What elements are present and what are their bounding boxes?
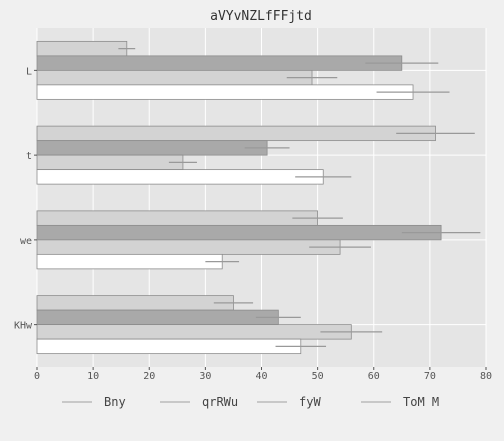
y-tick-label: KHw [14, 321, 33, 332]
legend-label: ToM M [403, 395, 439, 409]
x-tick-label: 10 [87, 371, 99, 382]
legend-label: Bny [104, 395, 126, 409]
bar-Bny-t [36, 125, 436, 142]
bar-fyW-t [36, 154, 184, 171]
bar-qrRWu-t [36, 140, 268, 156]
y-tick-label: we [20, 236, 32, 247]
bar-qrRWu-L [36, 55, 403, 71]
y-tick-labels: Lt we KHw [14, 66, 37, 332]
x-tick-label: 30 [199, 371, 211, 382]
bar-Bny-we [36, 210, 319, 226]
bar-ToM-M-t [36, 169, 324, 185]
bar-Bny-L [36, 40, 128, 57]
bar-fyW-we [36, 239, 341, 255]
x-tick-label: 70 [424, 371, 436, 382]
x-tick-label: 60 [368, 371, 380, 382]
bars [36, 40, 481, 355]
x-tick-label: 20 [143, 371, 155, 382]
y-tick-label: t [26, 151, 32, 162]
bar-ToM-M-L [36, 84, 414, 100]
bar-fyW-KHw [36, 324, 352, 340]
x-tick-label: 0 [34, 371, 40, 382]
bar-qrRWu-KHw [36, 309, 279, 326]
bar-fyW-L [36, 69, 313, 86]
bar-ToM-M-KHw [36, 338, 302, 355]
legend-label: qrRWu [202, 395, 238, 409]
y-tick-label: L [26, 66, 32, 77]
chart-title: aVYvNZLfFFjtd [210, 9, 312, 24]
legend: Bny qrRWu fyW ToM M [62, 395, 439, 409]
x-tick-label: 40 [255, 371, 267, 382]
bar-qrRWu-we [36, 224, 442, 241]
legend-label: fyW [299, 395, 321, 409]
bar-ToM-M-we [36, 253, 223, 270]
bar-Bny-KHw [36, 295, 234, 311]
x-tick-label: 80 [480, 371, 492, 382]
x-tick-labels: 0 10 20 30 40 50 60 70 80 [34, 367, 492, 382]
x-tick-label: 50 [312, 371, 324, 382]
